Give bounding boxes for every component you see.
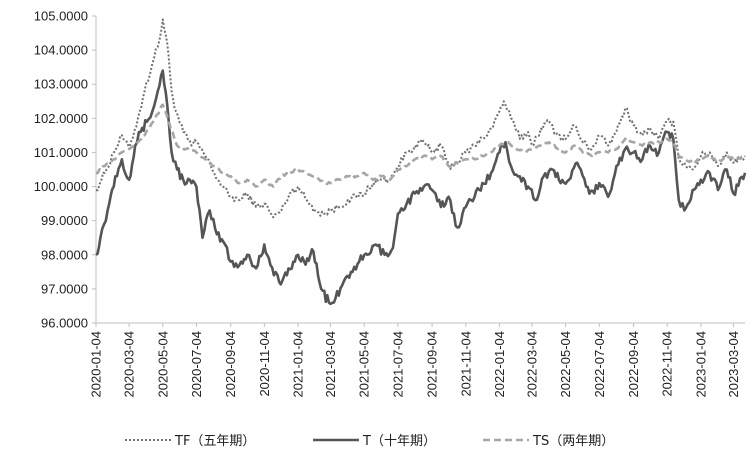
x-tick-label: 2022-03-04 — [524, 331, 539, 398]
x-tick-label: 2021-01-04 — [290, 331, 305, 398]
x-tick-label: 2022-01-04 — [492, 331, 507, 398]
series-layer — [95, 18, 747, 306]
series-line-0 — [95, 18, 746, 219]
x-tick-label: 2020-11-04 — [257, 331, 272, 397]
x-tick-label: 2023-03-04 — [726, 331, 741, 398]
y-tick-label: 100.0000 — [34, 179, 88, 194]
legend-label-0: TF（五年期） — [174, 434, 255, 449]
x-tick-label: 2020-03-04 — [122, 331, 137, 398]
x-tick-label: 2020-01-04 — [89, 331, 104, 398]
y-tick-label: 96.0000 — [41, 316, 88, 331]
x-tick-label: 2020-09-04 — [223, 331, 238, 398]
x-tick-label: 2022-05-04 — [558, 331, 573, 398]
series-line-2 — [96, 103, 746, 188]
x-tick-label: 2021-03-04 — [323, 331, 338, 398]
x-tick-label: 2021-07-04 — [390, 331, 405, 398]
y-tick-label: 102.0000 — [34, 111, 88, 126]
legend-label-1: T（十年期） — [362, 434, 436, 449]
y-tick-label: 104.0000 — [34, 43, 88, 58]
y-tick-label: 98.0000 — [41, 247, 88, 262]
y-axis: 96.0000 97.0000 98.0000 99.0000 100.0000 101.… — [34, 9, 97, 331]
y-tick-label: 105.0000 — [34, 9, 88, 24]
x-tick-label: 2020-07-04 — [189, 331, 204, 398]
legend-label-2: TS（两年期） — [532, 434, 614, 449]
x-axis: 2020-01-04 2020-03-04 2020-05-04 2020-07-04… — [89, 322, 745, 398]
x-tick-label: 2021-11-04 — [458, 331, 473, 397]
y-tick-label: 97.0000 — [41, 281, 88, 296]
x-tick-label: 2021-05-04 — [357, 331, 372, 398]
x-tick-label: 2021-09-04 — [425, 331, 440, 398]
x-tick-label: 2022-11-04 — [660, 331, 675, 397]
y-tick-label: 101.0000 — [34, 145, 88, 160]
y-tick-label: 99.0000 — [41, 213, 88, 228]
x-tick-label: 2022-07-04 — [592, 331, 607, 398]
y-tick-label: 103.0000 — [34, 77, 88, 92]
x-tick-label: 2023-01-04 — [693, 331, 708, 398]
x-tick-label: 2020-05-04 — [155, 331, 170, 398]
series-line-1 — [95, 69, 747, 306]
legend: TF（五年期） T（十年期） TS（两年期） — [125, 434, 614, 449]
x-tick-label: 2022-09-04 — [626, 331, 641, 398]
